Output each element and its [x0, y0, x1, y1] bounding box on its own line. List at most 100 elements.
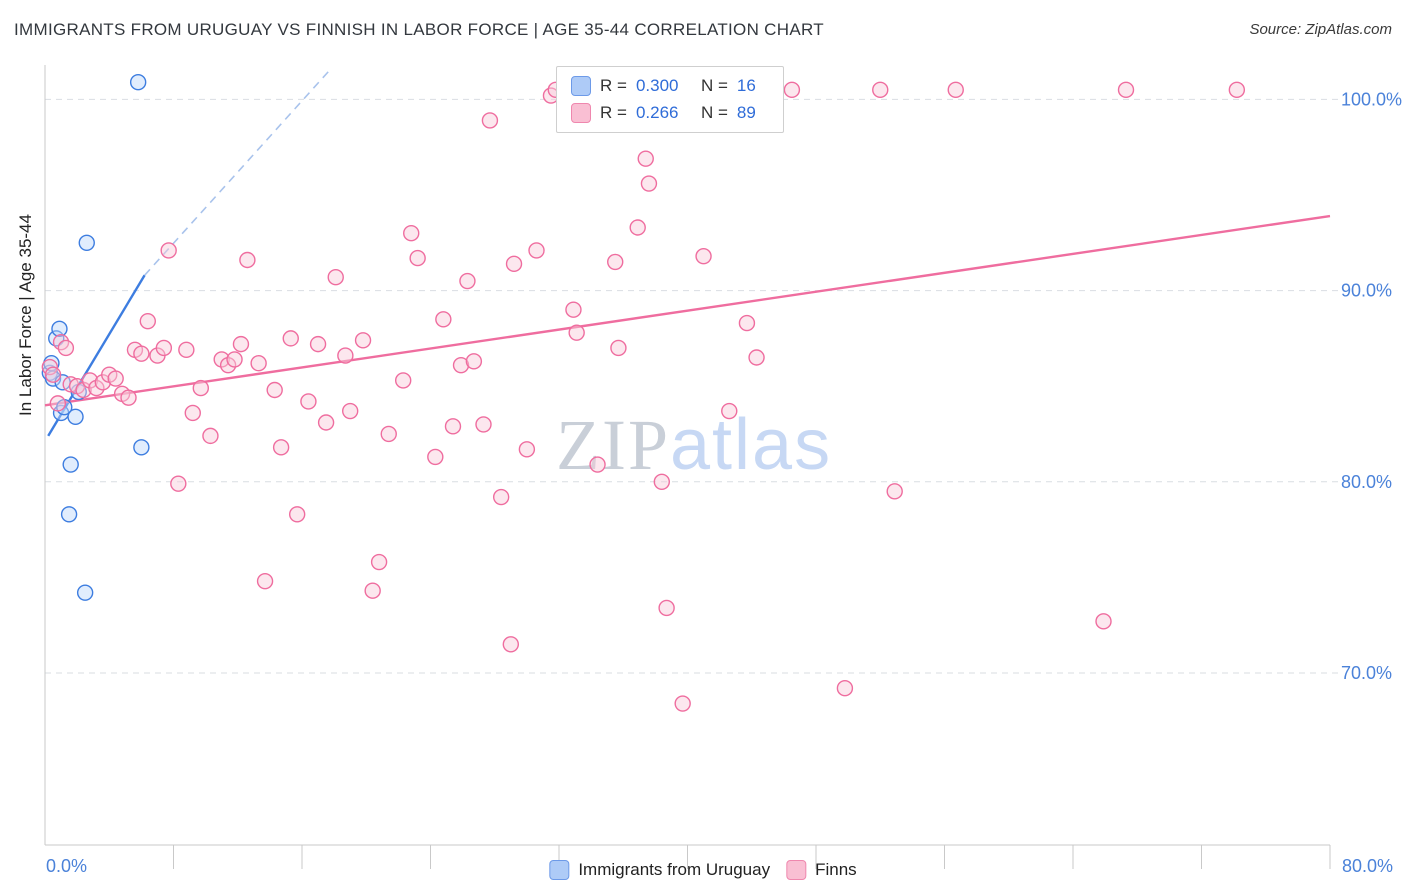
finns-swatch-icon [786, 860, 807, 880]
r-value-finns: 0.266 [635, 103, 679, 122]
finns-point [528, 242, 545, 259]
x-min-label: 0.0% [46, 856, 87, 876]
uruguay-point [60, 506, 78, 523]
finns-point [1117, 81, 1135, 99]
n-label: N = [700, 76, 728, 95]
finns-point [640, 175, 658, 192]
finns-point [610, 339, 627, 357]
uruguay-point [78, 234, 95, 251]
r-label: R = [600, 76, 627, 95]
finns-point [107, 370, 124, 387]
finns-point [288, 506, 306, 523]
legend-row-uruguay: R = 0.300 N = 16 [571, 76, 767, 96]
finns-point [354, 332, 372, 349]
finns-point [465, 353, 483, 370]
finns-point [886, 483, 903, 500]
y-tick-label: 90.0% [1341, 281, 1392, 301]
finns-point [637, 150, 654, 167]
finns-point [88, 379, 105, 397]
uruguay-point [133, 439, 150, 456]
finns-point [738, 314, 756, 332]
finns-point [783, 81, 801, 99]
uruguay-swatch-icon [549, 860, 570, 880]
finns-point [272, 439, 290, 456]
finns-point [475, 416, 492, 433]
y-tick-label: 100.0% [1341, 89, 1402, 109]
finns-point [364, 582, 381, 599]
uruguay-point [129, 74, 147, 91]
watermark: ZIPatlas [556, 404, 832, 487]
finns-point [337, 347, 354, 364]
finns-point [327, 269, 344, 286]
n-label: N = [700, 103, 728, 122]
finns-point [226, 351, 243, 368]
uruguay-point [76, 584, 94, 601]
correlation-legend-box: R = 0.300 N = 16 R = 0.266 N = 89 [556, 66, 784, 133]
finns-point [239, 251, 256, 269]
finns-swatch-icon [571, 103, 591, 123]
finns-point [232, 335, 250, 353]
finns-point [721, 402, 738, 420]
finns-point [139, 312, 157, 330]
x-max-label: 80.0% [1342, 856, 1393, 876]
uruguay-swatch-icon [571, 76, 591, 96]
finns-point [452, 356, 470, 374]
y-tick-label: 70.0% [1341, 663, 1392, 683]
finns-point [282, 330, 299, 347]
r-value-uruguay: 0.300 [635, 76, 679, 95]
finns-point [133, 345, 150, 362]
finns-trendline [44, 214, 1331, 407]
finns-point [502, 636, 520, 653]
finns-point [160, 242, 177, 259]
finns-point [653, 473, 670, 490]
y-axis-title: In Labor Force | Age 35-44 [16, 214, 35, 416]
finns-point [409, 249, 426, 267]
finns-point [309, 335, 327, 353]
n-value-uruguay: 16 [736, 76, 756, 95]
finns-point [658, 599, 675, 617]
finns-point [836, 680, 854, 697]
finns-point [219, 356, 237, 374]
finns-point [380, 425, 397, 443]
finns-point [394, 372, 412, 389]
finns-point [444, 418, 462, 435]
finns-point [317, 414, 335, 431]
finns-point [49, 395, 67, 412]
finns-point [629, 219, 646, 236]
finns-point [695, 247, 712, 265]
legend-row-finns: R = 0.266 N = 89 [571, 103, 767, 123]
finns-point [75, 381, 92, 399]
uruguay-trendline-extension [143, 68, 332, 276]
page-title: IMMIGRANTS FROM URUGUAY VS FINNISH IN LA… [14, 20, 824, 39]
finns-point [505, 255, 523, 273]
finns-point [256, 572, 274, 590]
uruguay-point [51, 320, 68, 338]
source-label: Source: ZipAtlas.com [1249, 21, 1392, 38]
uruguay-point [62, 456, 79, 473]
finns-point [568, 324, 585, 341]
finns-point [178, 341, 195, 359]
finns-point [492, 488, 510, 506]
finns-point [44, 366, 62, 383]
finns-point [57, 339, 75, 357]
finns-point [341, 402, 359, 420]
finns-point [202, 427, 219, 445]
finns-point [565, 301, 582, 318]
finns-point [120, 389, 137, 406]
finns-point [250, 355, 267, 372]
finns-point [170, 475, 187, 492]
legend-label-finns: Finns [815, 860, 857, 879]
watermark-zip: ZIP [556, 405, 670, 485]
finns-point [300, 393, 317, 410]
finns-point [266, 381, 283, 399]
finns-point [748, 349, 765, 366]
finns-point [192, 379, 210, 397]
n-value-finns: 89 [736, 103, 756, 122]
uruguay-point [67, 408, 84, 425]
finns-point [1228, 81, 1246, 99]
legend-label-uruguay: Immigrants from Uruguay [578, 860, 771, 879]
finns-point [947, 81, 964, 99]
legend-item-finns: Finns [786, 860, 857, 880]
